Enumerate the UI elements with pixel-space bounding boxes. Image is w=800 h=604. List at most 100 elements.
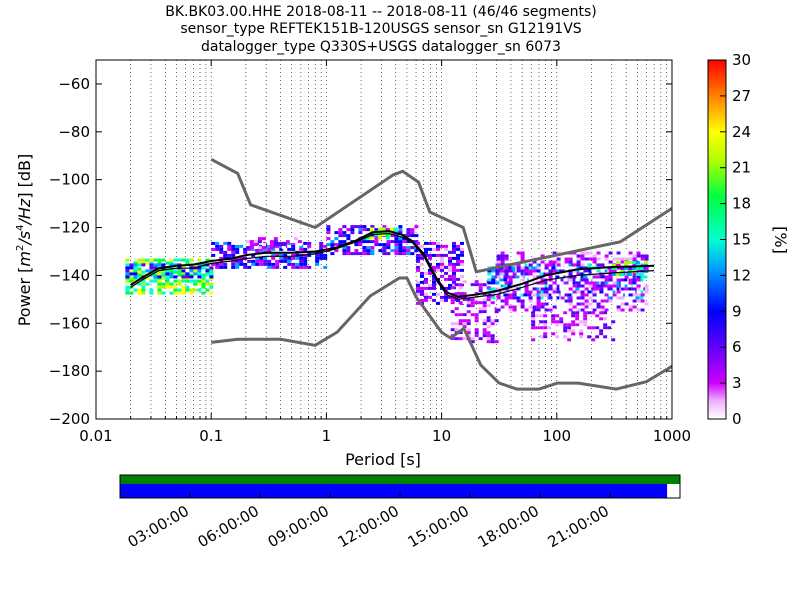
density-cell	[235, 250, 240, 254]
density-cell	[291, 256, 296, 260]
density-cell	[516, 272, 521, 276]
density-cell	[239, 256, 244, 260]
density-cell	[504, 266, 509, 270]
density-cell	[624, 287, 629, 291]
density-cell	[382, 225, 387, 229]
density-cell	[275, 262, 280, 266]
density-cell	[149, 291, 154, 295]
density-cell	[491, 296, 496, 300]
density-cell	[616, 257, 621, 261]
data-availability-timeline: 03:00:00 06:00:00 09:00:00 12:00:00 15:00:00…	[119, 474, 681, 551]
density-cell	[628, 302, 633, 306]
density-cell	[627, 293, 632, 297]
density-cell	[568, 281, 573, 285]
density-cell	[620, 257, 625, 261]
density-cell	[508, 290, 513, 294]
density-cell	[251, 247, 256, 251]
density-cell	[402, 246, 407, 250]
density-cell	[209, 282, 214, 286]
density-cell	[137, 261, 142, 265]
density-cell	[548, 269, 553, 273]
density-cell	[539, 314, 544, 318]
density-cell	[362, 240, 367, 244]
density-cell	[307, 244, 312, 248]
density-cell	[555, 269, 560, 273]
density-cell	[551, 263, 556, 267]
density-cell	[616, 308, 621, 312]
density-cell	[531, 314, 536, 318]
density-cell	[627, 287, 632, 291]
density-cell	[165, 276, 170, 280]
density-cell	[528, 299, 533, 303]
density-cell	[576, 302, 581, 306]
density-cell	[575, 317, 580, 321]
density-cell	[386, 252, 391, 256]
density-cell	[145, 276, 150, 280]
density-cell	[398, 252, 403, 256]
density-cell	[516, 299, 521, 303]
density-cell	[607, 311, 612, 315]
density-cell	[640, 260, 645, 264]
density-cell	[532, 263, 537, 267]
density-cell	[189, 273, 194, 277]
density-cell	[454, 340, 459, 344]
density-cell	[125, 275, 130, 279]
density-cell	[424, 292, 428, 296]
density-cell	[466, 319, 471, 323]
density-cell	[572, 305, 577, 309]
density-cell	[548, 275, 553, 279]
density-cell	[185, 275, 190, 279]
density-cell	[612, 257, 617, 261]
density-cell	[319, 241, 324, 245]
density-cell	[416, 301, 420, 305]
density-cell	[583, 323, 588, 327]
density-cell	[619, 278, 624, 282]
density-cell	[470, 289, 475, 293]
x-tick-label: 1000	[653, 427, 691, 445]
density-cell	[454, 292, 459, 296]
density-cell	[133, 288, 138, 292]
density-cell	[567, 311, 572, 315]
density-cell	[636, 275, 641, 279]
density-cell	[149, 263, 154, 267]
density-cell	[281, 243, 286, 247]
density-cell	[588, 302, 593, 306]
density-cell	[342, 249, 347, 253]
density-cell	[571, 326, 576, 330]
density-cell	[508, 293, 513, 297]
density-cell	[374, 240, 379, 244]
density-cell	[452, 265, 456, 269]
density-cell	[402, 252, 407, 256]
density-cell	[358, 243, 363, 247]
density-cell	[261, 243, 266, 247]
density-cell	[253, 240, 258, 244]
density-cell	[255, 247, 260, 251]
density-cell	[486, 316, 491, 320]
density-cell	[532, 269, 537, 273]
density-cell	[303, 241, 308, 245]
density-cell	[568, 287, 573, 291]
density-cell	[552, 251, 557, 255]
density-cell	[503, 284, 508, 288]
density-cell	[458, 310, 463, 314]
density-cell	[607, 329, 612, 333]
density-cell	[416, 280, 420, 284]
density-cell	[623, 284, 628, 288]
density-cell	[564, 272, 569, 276]
density-cell	[555, 320, 560, 324]
density-cell	[450, 304, 455, 308]
density-cell	[508, 296, 513, 300]
density-cell	[416, 253, 420, 257]
density-cell	[215, 247, 220, 251]
density-cell	[568, 278, 573, 282]
density-cell	[620, 284, 625, 288]
density-cell	[607, 287, 612, 291]
density-cell	[494, 328, 499, 332]
density-cell	[350, 228, 355, 232]
density-cell	[580, 287, 585, 291]
density-cell	[628, 299, 633, 303]
density-cell	[285, 237, 290, 241]
density-cell	[414, 240, 419, 244]
density-cell	[611, 267, 616, 270]
y-axis-label: Power [m2/s4/Hz] [dB]	[15, 154, 34, 327]
